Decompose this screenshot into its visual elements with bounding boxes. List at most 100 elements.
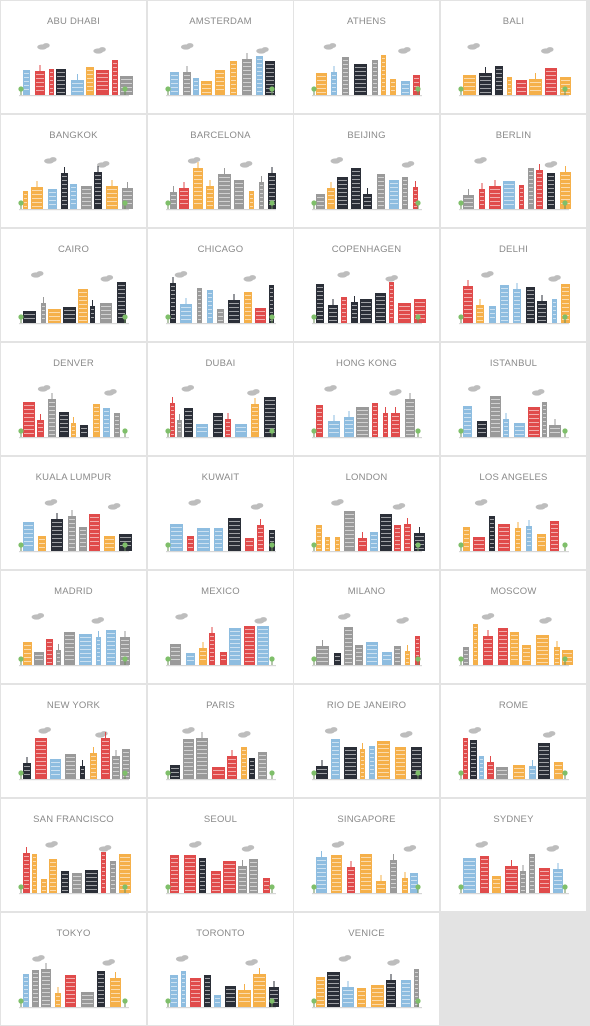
cloud-icon	[45, 841, 112, 852]
city-tile[interactable]: DELHI	[441, 229, 586, 341]
city-tile[interactable]: LOS ANGELES	[441, 457, 586, 569]
building	[228, 518, 241, 551]
city-tile[interactable]: HONG KONG	[294, 343, 439, 455]
building	[370, 532, 378, 551]
tree-icon	[122, 314, 128, 323]
city-title: KUWAIT	[201, 472, 240, 483]
city-tile[interactable]: COPENHAGEN	[294, 229, 439, 341]
ground-line	[19, 209, 129, 211]
building	[96, 70, 109, 95]
building	[401, 980, 411, 1007]
city-title: HONG KONG	[336, 358, 397, 369]
city-title: BALI	[502, 16, 525, 27]
city-tile[interactable]: ROME	[441, 685, 586, 797]
city-tile[interactable]: CAIRO	[1, 229, 146, 341]
building	[37, 420, 44, 437]
building	[473, 624, 478, 665]
tree-icon	[562, 86, 568, 95]
city-title: COPENHAGEN	[331, 244, 402, 255]
tree-icon	[458, 656, 464, 665]
city-tile[interactable]: LONDON	[294, 457, 439, 569]
buildings	[170, 277, 274, 323]
building	[259, 182, 264, 209]
city-tile[interactable]: SAN FRANCISCO	[1, 799, 146, 911]
building	[225, 419, 231, 437]
city-tile[interactable]: BEIJING	[294, 115, 439, 227]
cloud-icon	[323, 43, 411, 54]
city-tile[interactable]: ATHENS	[294, 1, 439, 113]
tree-icon	[311, 770, 317, 779]
building	[193, 168, 203, 209]
city-tile[interactable]: SYDNEY	[441, 799, 586, 911]
buildings	[170, 626, 269, 665]
city-tile[interactable]: SEOUL	[148, 799, 293, 911]
buildings	[316, 969, 419, 1007]
tree-icon	[311, 656, 317, 665]
building	[463, 738, 468, 779]
tree-icon	[122, 428, 128, 437]
city-tile[interactable]: ISTANBUL	[441, 343, 586, 455]
city-tile[interactable]: DENVER	[1, 343, 146, 455]
city-tile[interactable]: BANGKOK	[1, 115, 146, 227]
building	[394, 525, 401, 551]
city-tile[interactable]: BARCELONA	[148, 115, 293, 227]
building	[120, 76, 133, 95]
building	[46, 639, 53, 665]
building	[554, 647, 560, 665]
city-tile[interactable]: VENICE	[294, 913, 439, 1025]
city-tile[interactable]: DUBAI	[148, 343, 293, 455]
city-tile[interactable]: SINGAPORE	[294, 799, 439, 911]
building	[110, 978, 121, 1007]
cloud-icon	[175, 955, 258, 966]
city-tile[interactable]: TOKYO	[1, 913, 146, 1025]
ground-line	[312, 95, 422, 97]
building	[34, 652, 44, 665]
buildings	[463, 280, 570, 323]
cloud-icon	[475, 841, 560, 852]
city-tile[interactable]: BERLIN	[441, 115, 586, 227]
city-tile[interactable]: KUALA LUMPUR	[1, 457, 146, 569]
city-tile[interactable]: NEW YORK	[1, 685, 146, 797]
buildings	[23, 393, 120, 437]
building	[249, 758, 255, 779]
building	[65, 754, 76, 779]
city-tile[interactable]: CHICAGO	[148, 229, 293, 341]
skyline-illustration	[165, 727, 276, 781]
skyline-illustration	[18, 271, 129, 325]
cloud-icon	[30, 271, 114, 282]
tree-icon	[122, 656, 128, 665]
buildings	[316, 393, 415, 437]
building	[510, 632, 519, 665]
building	[489, 306, 496, 323]
building	[103, 408, 110, 437]
building	[507, 77, 512, 95]
city-tile[interactable]: AMSTERDAM	[148, 1, 293, 113]
building	[327, 188, 335, 209]
tree-icon	[18, 884, 24, 893]
city-tile[interactable]: MEXICO	[148, 571, 293, 683]
buildings	[170, 53, 275, 95]
cloud-icon	[481, 271, 561, 282]
building	[245, 538, 254, 551]
building	[117, 282, 126, 323]
building	[487, 762, 494, 779]
tree-icon	[165, 884, 171, 893]
city-tile[interactable]: RIO DE JANEIRO	[294, 685, 439, 797]
city-tile[interactable]: ABU DHABI	[1, 1, 146, 113]
city-tile[interactable]: MILANO	[294, 571, 439, 683]
city-tile[interactable]: BALI	[441, 1, 586, 113]
ground-line	[166, 1007, 276, 1009]
city-tile[interactable]: KUWAIT	[148, 457, 293, 569]
city-tile[interactable]: MOSCOW	[441, 571, 586, 683]
building	[199, 858, 206, 893]
building	[78, 289, 88, 323]
tree-icon	[415, 314, 421, 323]
building	[545, 68, 557, 95]
tree-icon	[122, 86, 128, 95]
city-title: ATHENS	[346, 16, 387, 27]
city-tile[interactable]: MADRID	[1, 571, 146, 683]
skyline-illustration	[311, 841, 422, 895]
city-tile[interactable]: PARIS	[148, 685, 293, 797]
city-tile[interactable]: TORONTO	[148, 913, 293, 1025]
ground-line	[312, 779, 422, 781]
